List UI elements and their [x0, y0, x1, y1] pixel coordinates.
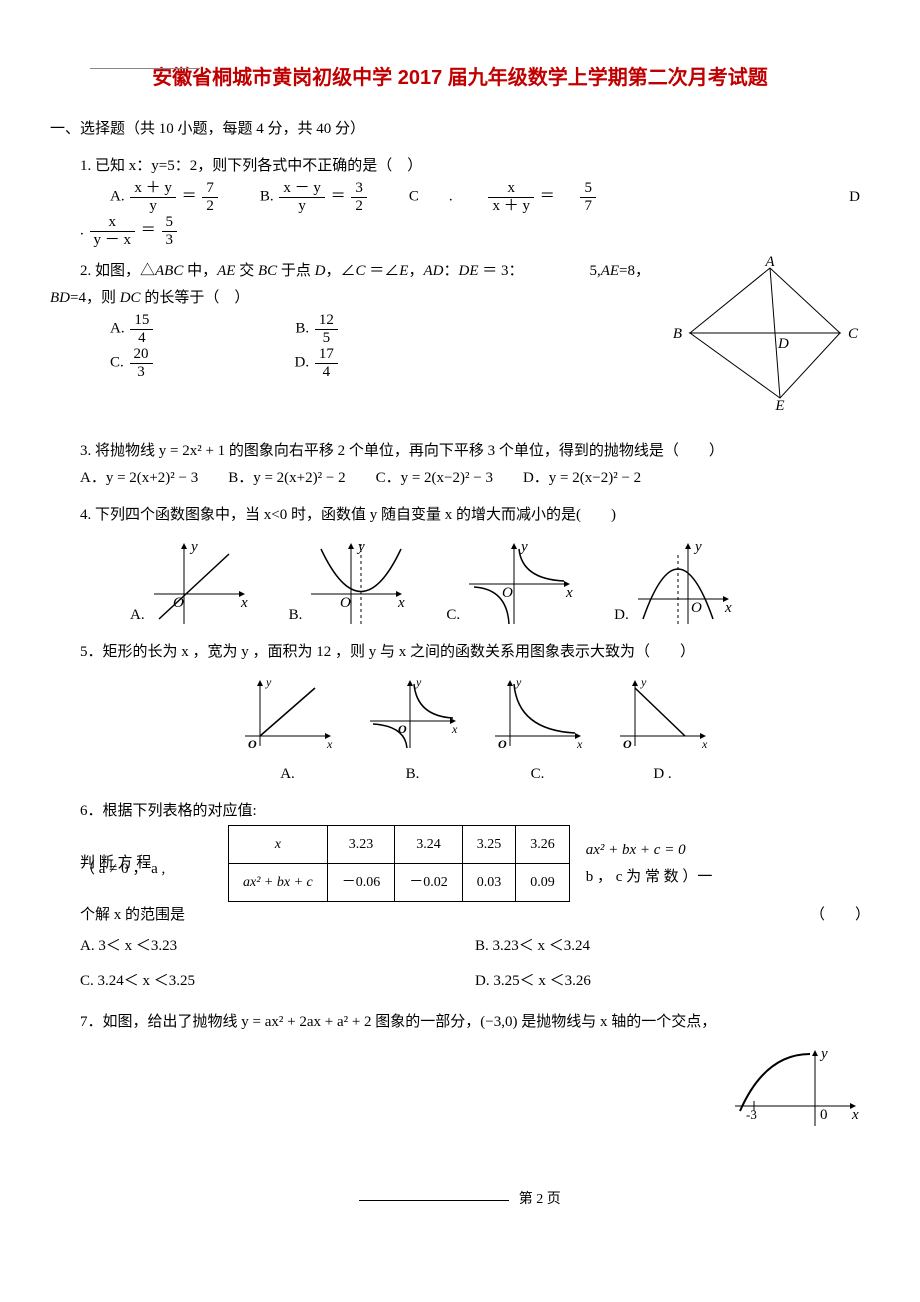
svg-text:y: y — [515, 675, 522, 689]
q1-stem: 1. 已知 x：y=5：2，则下列各式中不正确的是（ ） — [80, 153, 870, 180]
q7-stem: 7．如图，给出了抛物线 y = ax² + 2ax + a² + 2 图象的一部… — [80, 1009, 870, 1036]
footer-rule — [359, 1200, 509, 1201]
question-2: A B C D E 2. 如图，△ABC 中，AE 交 BC 于点 D，∠C ＝… — [80, 258, 870, 428]
header-rule — [90, 68, 200, 69]
table-row: ax² + bx + c －0.06 －0.02 0.03 0.09 — [229, 864, 570, 902]
svg-text:x: x — [451, 722, 458, 736]
svg-text:O: O — [173, 595, 184, 611]
q4-graph-A: A. x y O — [130, 539, 249, 629]
q6-text-right2: b ， c 为 常 数 ）一 — [586, 864, 870, 891]
q6-optD: D. 3.25＜ x ＜3.26 — [475, 964, 870, 999]
q1-optB: B. x － yy ＝ 32 — [260, 180, 369, 214]
q1-optA: A. x ＋ yy ＝ 72 — [110, 180, 220, 214]
svg-text:x: x — [565, 585, 573, 601]
q4-graph-D: D. x y O — [614, 539, 733, 629]
svg-text:y: y — [189, 539, 198, 555]
q2-optC: C. 203 — [110, 346, 155, 380]
q1-optC: C . xx ＋ y ＝ 57 — [409, 180, 598, 214]
svg-text:O: O — [248, 737, 257, 751]
table-row: x 3.23 3.24 3.25 3.26 — [229, 826, 570, 864]
svg-text:E: E — [774, 398, 784, 414]
svg-text:O: O — [691, 600, 702, 616]
q7-figure: x y 0 -3 — [730, 1046, 860, 1141]
svg-text:O: O — [623, 737, 632, 751]
q6-stem: 6．根据下列表格的对应值: — [80, 798, 870, 825]
page-number: 第 2 页 — [519, 1192, 561, 1207]
svg-text:y: y — [519, 539, 528, 555]
q6-line3: 个解 x 的范围是 — [80, 902, 185, 929]
q5-graph-C: x y O C. — [490, 676, 585, 788]
svg-text:y: y — [693, 539, 702, 555]
q6-optA: A. 3＜ x ＜3.23 — [80, 929, 475, 964]
svg-text:O: O — [498, 737, 507, 751]
q2-optA: A. 154 — [110, 312, 155, 346]
svg-text:x: x — [397, 595, 405, 611]
q6-optC: C. 3.24＜ x ＜3.25 — [80, 964, 475, 999]
question-6: 6．根据下列表格的对应值: 判 断 方 程 x 3.23 3.24 3.25 3… — [50, 798, 870, 999]
svg-text:x: x — [576, 737, 583, 751]
svg-text:O: O — [502, 585, 513, 601]
q4-graph-C: C. x y O — [446, 539, 574, 629]
question-7: 7．如图，给出了抛物线 y = ax² + 2ax + a² + 2 图象的一部… — [80, 1009, 870, 1151]
q5-graph-A: x y O A. — [240, 676, 335, 788]
q6-text-right1: ax² + bx + c = 0 — [586, 837, 870, 864]
svg-text:y: y — [265, 675, 272, 689]
q3-optB: B．y = 2(x+2)² − 2 — [228, 465, 345, 492]
svg-text:x: x — [240, 595, 248, 611]
svg-text:y: y — [356, 539, 365, 555]
q5-stem: 5．矩形的长为 x ，宽为 y ，面积为 12 ，则 y 与 x 之间的函数关系… — [80, 639, 870, 666]
question-5: 5．矩形的长为 x ，宽为 y ，面积为 12 ，则 y 与 x 之间的函数关系… — [80, 639, 870, 788]
q4-graph-B: B. x y O — [289, 539, 407, 629]
svg-text:x: x — [724, 600, 732, 616]
q3-stem: 3. 将抛物线 y = 2x² + 1 的图象向右平移 2 个单位，再向下平移 … — [80, 438, 870, 465]
svg-text:x: x — [851, 1107, 859, 1123]
svg-text:O: O — [398, 722, 407, 736]
svg-text:C: C — [848, 326, 859, 342]
q2-optB: B. 125 — [295, 312, 340, 346]
q6-table: x 3.23 3.24 3.25 3.26 ax² + bx + c －0.06… — [228, 825, 570, 902]
q6-text-left2: （ a ≠ 0 ， a , — [80, 856, 165, 883]
svg-text:y: y — [819, 1046, 828, 1062]
svg-text:O: O — [340, 595, 351, 611]
svg-text:0: 0 — [820, 1107, 828, 1123]
q6-optB: B. 3.23＜ x ＜3.24 — [475, 929, 870, 964]
svg-text:y: y — [415, 675, 422, 689]
q1-optD: . xy － x ＝ 53 — [80, 214, 870, 248]
svg-text:D: D — [777, 336, 789, 352]
question-1: 1. 已知 x：y=5：2，则下列各式中不正确的是（ ） A. x ＋ yy ＝… — [80, 153, 870, 248]
section-1-header: 一、选择题（共 10 小题，每题 4 分，共 40 分） — [50, 116, 870, 143]
q2-figure: A B C D E — [670, 258, 860, 418]
q2-optD: D. 174 — [295, 346, 340, 380]
svg-text:-3: -3 — [746, 1107, 757, 1122]
svg-text:x: x — [326, 737, 333, 751]
q5-graph-B: x y O B. — [365, 676, 460, 788]
q1-optD-label: D — [849, 184, 870, 211]
question-4: 4. 下列四个函数图象中，当 x<0 时，函数值 y 随自变量 x 的增大而减小… — [80, 502, 870, 629]
svg-text:A: A — [764, 254, 775, 270]
q6-line3b: （ ） — [810, 902, 870, 929]
q3-optC: C．y = 2(x−2)² − 3 — [376, 465, 493, 492]
q3-optD: D．y = 2(x−2)² − 2 — [523, 465, 641, 492]
svg-text:y: y — [640, 675, 647, 689]
svg-text:x: x — [701, 737, 708, 751]
question-3: 3. 将抛物线 y = 2x² + 1 的图象向右平移 2 个单位，再向下平移 … — [80, 438, 870, 492]
page-footer: 第 2 页 — [50, 1181, 870, 1212]
q2-wraptext-right: 5, — [589, 263, 600, 279]
q5-graph-D: x y O D . — [615, 676, 710, 788]
page-title: 安徽省桐城市黄岗初级中学 2017 届九年级数学上学期第二次月考试题 — [50, 60, 870, 96]
q3-optA: A．y = 2(x+2)² − 3 — [80, 465, 198, 492]
q4-stem: 4. 下列四个函数图象中，当 x<0 时，函数值 y 随自变量 x 的增大而减小… — [80, 502, 870, 529]
svg-text:B: B — [673, 326, 682, 342]
